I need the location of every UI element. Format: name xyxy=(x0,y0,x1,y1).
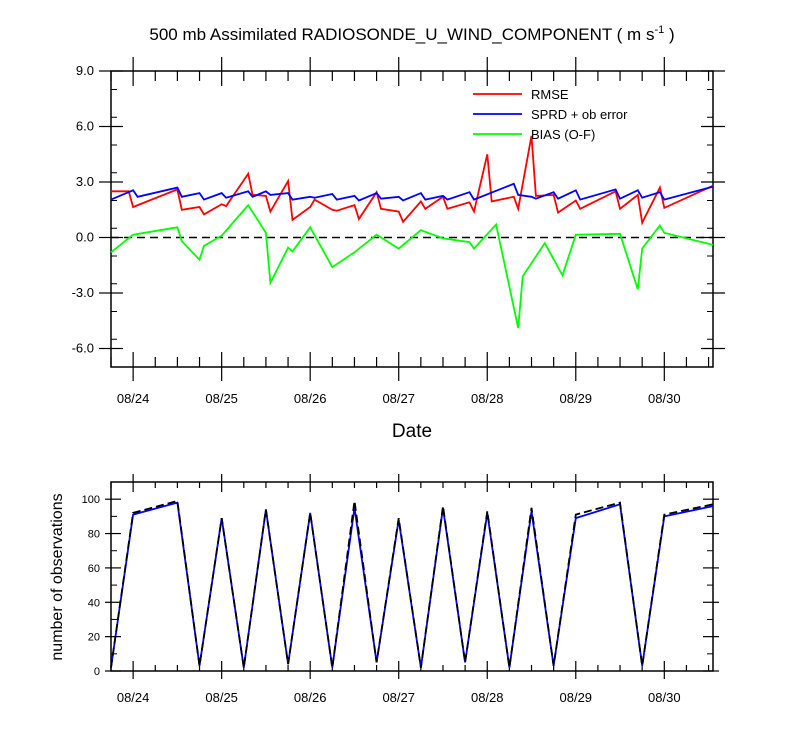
x-tick-label: 08/27 xyxy=(382,690,415,705)
series-line-rmse xyxy=(111,135,714,226)
bottom-series-lines xyxy=(110,499,714,668)
top-chart-panel: -6.0-3.00.03.06.09.0 08/24 08/25 08/26 08/2… xyxy=(72,57,725,442)
bottom-plot-frame xyxy=(110,481,714,672)
y-tick-label: 80 xyxy=(88,529,100,541)
legend-label: RMSE xyxy=(531,87,569,102)
bottom-y-tick-labels: 0 20 40 60 80 100 xyxy=(82,494,100,678)
x-tick-label: 08/24 xyxy=(117,391,150,406)
x-tick-label: 08/28 xyxy=(471,391,504,406)
top-x-tick-labels: 08/24 08/25 08/26 08/27 08/28 08/29 08/30 xyxy=(117,391,681,406)
y-tick-label: 9.0 xyxy=(76,63,94,78)
legend-label: BIAS (O-F) xyxy=(531,127,595,142)
y-tick-label: 0.0 xyxy=(76,230,94,245)
series-line-sprd-ob-error xyxy=(110,182,714,202)
x-tick-label: 08/29 xyxy=(560,690,593,705)
legend: RMSE SPRD + ob error BIAS (O-F) xyxy=(473,87,628,142)
top-plot-frame xyxy=(110,70,714,368)
y-tick-label: -6.0 xyxy=(72,341,94,356)
y-tick-label: 3.0 xyxy=(76,174,94,189)
top-y-tick-labels: -6.0 -3.0 0.0 3.0 6.0 9.0 xyxy=(72,63,94,356)
series-line-observations-dashed xyxy=(110,499,714,668)
x-tick-label: 08/28 xyxy=(471,690,504,705)
x-tick-label: 08/25 xyxy=(205,690,238,705)
y-axis-label: number of observations xyxy=(49,493,66,660)
x-tick-label: 08/27 xyxy=(382,391,415,406)
y-tick-label: 100 xyxy=(82,494,100,506)
x-tick-label: 08/26 xyxy=(294,391,327,406)
x-tick-label: 08/30 xyxy=(648,690,681,705)
x-tick-label: 08/26 xyxy=(294,690,327,705)
y-tick-label: 6.0 xyxy=(76,119,94,134)
y-tick-label: 40 xyxy=(88,597,100,609)
y-tick-label: 60 xyxy=(88,563,100,575)
bottom-x-tick-labels: 08/24 08/25 08/26 08/27 08/28 08/29 08/30 xyxy=(117,690,681,705)
y-tick-label: -3.0 xyxy=(72,285,94,300)
x-tick-label: 08/30 xyxy=(648,391,681,406)
top-series-lines xyxy=(110,135,714,329)
x-axis-label: Date xyxy=(392,421,432,442)
series-line-bias-o-f xyxy=(110,203,714,329)
x-tick-label: 08/25 xyxy=(205,391,238,406)
chart-title: 500 mb Assimilated RADIOSONDE_U_WIND_COM… xyxy=(149,24,674,44)
legend-label: SPRD + ob error xyxy=(531,107,628,122)
y-tick-label: 20 xyxy=(88,632,100,644)
y-tick-label: 0 xyxy=(94,666,100,678)
bottom-axis-ticks xyxy=(105,474,719,679)
top-axis-ticks xyxy=(99,57,725,381)
x-tick-label: 08/24 xyxy=(117,690,150,705)
x-tick-label: 08/29 xyxy=(560,391,593,406)
